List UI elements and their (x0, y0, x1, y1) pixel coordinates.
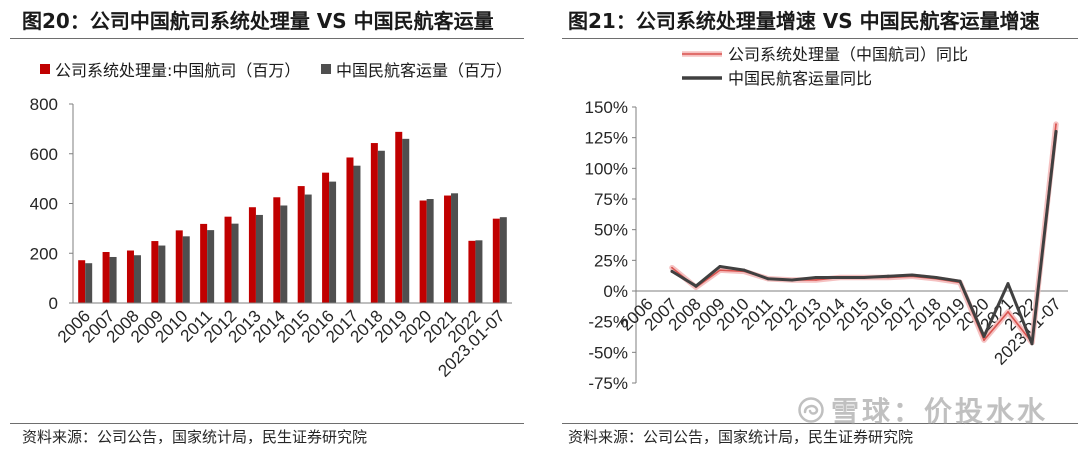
figure-20-bar-chart: 公司系统处理量:中国航司（百万） 中国民航客运量（百万） 0 200 400 600 8… (30, 61, 512, 381)
point-caac-yoy-2018 (934, 276, 938, 280)
point-company-yoy-2013 (815, 279, 817, 281)
point-caac-yoy-2013 (814, 276, 818, 280)
figure-21-title: 图21：公司系统处理量增速 VS 中国民航客运量增速 (568, 9, 1040, 33)
bar-caac-passengers-2016 (329, 181, 337, 303)
bar-company-volume-2006 (78, 260, 86, 303)
bar-company-volume-2020 (419, 200, 427, 303)
bar-company-volume-2007 (102, 252, 110, 303)
watermark-text: 雪球：价投水水 (831, 395, 1049, 428)
bar-caac-passengers-2015 (304, 194, 312, 303)
right-y-tick-label: 25% (594, 251, 628, 270)
right-y-tick-label: -50% (588, 343, 628, 362)
point-caac-yoy-2010 (742, 268, 746, 272)
figure-21-source-note: 资料来源：公司公告，国家统计局，民生证券研究院 (568, 428, 914, 446)
point-caac-yoy-2019 (958, 279, 962, 283)
point-caac-yoy-2021 (1006, 282, 1010, 286)
left-y-tick-label: 400 (30, 195, 58, 214)
figure-20-source-rule (10, 423, 524, 424)
bar-company-volume-2009 (151, 241, 159, 303)
figure-20-title: 图20：公司中国航司系统处理量 VS 中国民航客运量 (22, 9, 494, 33)
point-caac-yoy-2011 (766, 277, 770, 281)
right-y-tick-label: 100% (585, 159, 628, 178)
point-caac-yoy-2017 (910, 273, 914, 277)
right-legend: 公司系统处理量（中国航司）同比 中国民航客运量同比 (682, 45, 968, 88)
bar-caac-passengers-2007 (109, 256, 117, 303)
legend-label-caac-yoy: 中国民航客运量同比 (728, 69, 872, 88)
legend-label-caac-passengers: 中国民航客运量（百万） (336, 61, 512, 80)
bar-company-volume-2010 (175, 230, 183, 303)
point-caac-yoy-2007 (670, 269, 674, 273)
point-company-yoy-2023-01-07 (1055, 123, 1057, 125)
bar-caac-passengers-2019 (402, 138, 410, 303)
bar-company-volume-2008 (126, 250, 134, 303)
bar-company-volume-2023-01-07 (492, 218, 500, 303)
right-y-tick-label: 75% (594, 190, 628, 209)
left-y-tick-label: 600 (30, 145, 58, 164)
right-y-tick-label: 125% (585, 129, 628, 148)
right-plot-area: -75%-50%-25%0%25%50%75%100%125%150%20062… (585, 98, 1068, 393)
figure-20-source-note: 资料来源：公司公告，国家统计局，民生证券研究院 (22, 428, 368, 446)
point-caac-yoy-2015 (862, 276, 866, 280)
legend-swatch-company-volume (40, 64, 50, 74)
point-caac-yoy-2008 (694, 284, 698, 288)
point-caac-yoy-2023-01-07 (1054, 130, 1058, 134)
figure-20-title-rule (10, 38, 524, 39)
bar-company-volume-2022 (468, 240, 476, 303)
bar-company-volume-2011 (200, 223, 208, 303)
bar-caac-passengers-2010 (182, 236, 190, 303)
legend-swatch-caac-passengers (321, 64, 331, 74)
snowball-logo-icon (798, 397, 824, 423)
bar-caac-passengers-2013 (255, 214, 263, 303)
point-caac-yoy-2022 (1030, 342, 1034, 346)
point-company-yoy-2009 (719, 269, 721, 271)
bar-company-volume-2019 (395, 131, 403, 303)
bar-caac-passengers-2020 (426, 199, 434, 303)
bar-caac-passengers-2018 (377, 150, 385, 303)
point-company-yoy-2007 (671, 266, 673, 269)
point-caac-yoy-2020 (982, 334, 986, 338)
bar-company-volume-2018 (370, 143, 378, 303)
bar-caac-passengers-2012 (231, 223, 239, 303)
figure-21-source-rule (562, 423, 1078, 424)
bar-company-volume-2017 (346, 157, 354, 303)
bar-caac-passengers-2022 (475, 240, 483, 303)
right-y-tick-label: 50% (594, 221, 628, 240)
bar-company-volume-2015 (297, 186, 305, 303)
bar-company-volume-2021 (444, 195, 452, 303)
watermark: 雪球：价投水水 (797, 394, 1048, 428)
bar-caac-passengers-2006 (85, 263, 93, 303)
right-y-tick-label: -75% (588, 374, 628, 393)
point-caac-yoy-2009 (718, 264, 722, 268)
bar-company-volume-2014 (273, 197, 281, 303)
left-plot-area: 0200400600800200620072008200920102011201… (30, 95, 512, 381)
bar-caac-passengers-2017 (353, 165, 361, 303)
bar-caac-passengers-2009 (158, 245, 166, 303)
point-caac-yoy-2012 (790, 278, 794, 282)
right-y-tick-label: 150% (585, 98, 628, 117)
right-y-tick-label: 0% (603, 282, 628, 301)
bar-caac-passengers-2008 (133, 255, 141, 303)
point-company-yoy-2021 (1007, 311, 1009, 313)
right-y-tick-label: -25% (588, 313, 628, 332)
bar-caac-passengers-2021 (451, 193, 459, 303)
point-caac-yoy-2016 (886, 274, 890, 278)
figure-21-line-chart: 公司系统处理量（中国航司）同比 中国民航客运量同比 -75% -50% -25% 0%… (585, 45, 1068, 393)
point-caac-yoy-2014 (838, 276, 842, 280)
left-y-tick-label: 0 (49, 294, 58, 313)
legend-label-company-volume: 公司系统处理量:中国航司（百万） (55, 61, 300, 80)
bar-company-volume-2013 (248, 207, 256, 303)
left-y-tick-label: 200 (30, 244, 58, 263)
point-company-yoy-2020 (983, 339, 985, 341)
bar-company-volume-2016 (322, 172, 330, 303)
bar-company-volume-2012 (224, 216, 232, 303)
bar-caac-passengers-2014 (280, 205, 288, 303)
bar-caac-passengers-2023-01-07 (499, 217, 507, 303)
left-legend: 公司系统处理量:中国航司（百万） 中国民航客运量（百万） (40, 61, 512, 80)
bar-caac-passengers-2011 (207, 230, 215, 303)
figure-21-title-rule (562, 38, 1078, 39)
left-y-tick-label: 800 (30, 95, 58, 114)
legend-label-company-yoy: 公司系统处理量（中国航司）同比 (728, 45, 968, 64)
